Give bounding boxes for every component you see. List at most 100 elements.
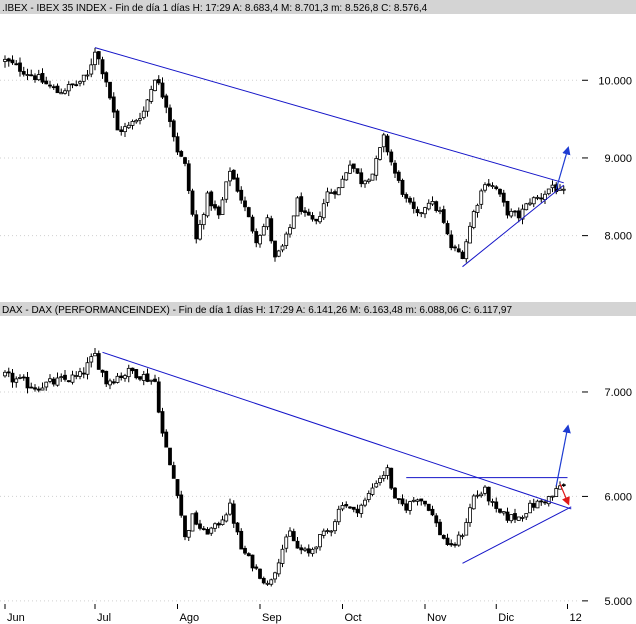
ibex-candle-body bbox=[261, 226, 266, 236]
dax-candle-body bbox=[134, 369, 139, 379]
ibex-candle-body bbox=[153, 79, 157, 92]
ibex-trendline bbox=[94, 47, 564, 184]
dax-candle-body bbox=[48, 378, 52, 382]
ibex-candle-body bbox=[385, 135, 390, 153]
ibex-trendline bbox=[462, 184, 565, 268]
ibex-candle-body bbox=[224, 181, 229, 200]
ibex-candle-body bbox=[145, 99, 150, 112]
ibex-candle-body bbox=[123, 126, 127, 133]
dax-candle-body bbox=[250, 554, 255, 569]
dax-candle-body bbox=[381, 474, 386, 479]
x-tick-label: Nov bbox=[427, 612, 447, 624]
dax-candle-body bbox=[213, 523, 217, 529]
dax-candle-body bbox=[51, 378, 56, 385]
ibex-candle-body bbox=[164, 95, 169, 108]
ibex-candle-body bbox=[160, 82, 165, 98]
dax-candle-body bbox=[291, 531, 296, 542]
ibex-candle-body bbox=[490, 185, 495, 188]
ibex-candle-body bbox=[239, 189, 244, 201]
dax-candle-body bbox=[314, 546, 319, 550]
ibex-candle-body bbox=[269, 218, 274, 242]
ibex-candle-body bbox=[100, 59, 105, 75]
dax-candle-body bbox=[100, 369, 105, 373]
ibex-candle-body bbox=[389, 151, 394, 163]
ibex-candle-body bbox=[10, 59, 15, 64]
ibex-candle-body bbox=[366, 179, 371, 182]
ibex-chart-title: .IBEX - IBEX 35 INDEX - Fin de día 1 día… bbox=[2, 3, 428, 14]
x-tick-label: Ago bbox=[180, 612, 200, 624]
dax-candle-body bbox=[336, 508, 341, 523]
ibex-candle-body bbox=[381, 134, 386, 148]
dax-candle-body bbox=[156, 381, 161, 413]
ibex-candle-body bbox=[29, 74, 34, 77]
ibex-candle-body bbox=[78, 81, 82, 84]
ibex-candle-body bbox=[258, 234, 262, 245]
x-tick-label: Jul bbox=[97, 612, 111, 624]
dax-candle-body bbox=[3, 371, 7, 377]
dax-candle-body bbox=[438, 521, 442, 536]
ibex-candle-body bbox=[213, 204, 217, 209]
ibex-panel: .IBEX - IBEX 35 INDEX - Fin de día 1 día… bbox=[0, 0, 636, 268]
dax-candle-body bbox=[340, 505, 345, 510]
ibex-candle-body bbox=[404, 194, 409, 199]
ibex-candle-body bbox=[183, 157, 187, 164]
dax-candle-body bbox=[21, 376, 26, 379]
dax-candle-body bbox=[408, 501, 412, 511]
dax-candle-body bbox=[531, 503, 536, 508]
ibex-candle-body bbox=[340, 178, 345, 189]
dax-candle-body bbox=[528, 502, 532, 514]
dax-candle-body bbox=[265, 582, 270, 585]
dax-candle-body bbox=[123, 375, 127, 379]
dax-candle-body bbox=[10, 372, 15, 383]
ibex-candle-body bbox=[528, 202, 532, 205]
ibex-candle-body bbox=[561, 188, 566, 191]
ibex-candle-body bbox=[63, 90, 67, 94]
ibex-candle-body bbox=[374, 158, 379, 176]
dax-candle-body bbox=[321, 530, 326, 536]
ibex-candle-body bbox=[314, 218, 319, 222]
ibex-candle-body bbox=[205, 192, 210, 217]
ibex-candle-body bbox=[378, 147, 382, 160]
dax-candle-body bbox=[141, 374, 146, 381]
dax-candle-body bbox=[66, 380, 71, 383]
ibex-candle-body bbox=[471, 211, 476, 228]
dax-candle-body bbox=[295, 540, 300, 549]
dax-arrow-up-icon bbox=[555, 424, 571, 487]
dax-candle-body bbox=[378, 478, 382, 484]
ibex-candle-body bbox=[303, 210, 307, 213]
dax-candle-body bbox=[149, 379, 154, 382]
dax-trendlines bbox=[102, 351, 572, 564]
dax-candle-body bbox=[501, 511, 506, 514]
ibex-candle-body bbox=[18, 62, 22, 72]
ibex-candle-body bbox=[310, 215, 315, 220]
ibex-candle-body bbox=[70, 83, 75, 86]
dax-candle-body bbox=[464, 522, 469, 536]
dax-candle-body bbox=[546, 496, 551, 505]
dax-chart-title: DAX - DAX (PERFORMANCEINDEX) - Fin de dí… bbox=[2, 305, 512, 316]
dax-candle-body bbox=[194, 512, 199, 525]
ibex-candle-body bbox=[505, 200, 510, 216]
dax-candle-body bbox=[284, 536, 289, 549]
ibex-candle-body bbox=[273, 240, 277, 258]
dax-candle-body bbox=[81, 372, 86, 375]
ibex-candle-body bbox=[359, 172, 364, 185]
ibex-candle-body bbox=[516, 210, 521, 219]
dax-candle-body bbox=[509, 514, 514, 522]
x-tick-label: 12 bbox=[570, 612, 582, 624]
dax-candle-body bbox=[55, 377, 60, 386]
ibex-candle-body bbox=[453, 246, 457, 249]
dax-candle-body bbox=[505, 511, 510, 521]
ibex-candle-body bbox=[498, 188, 502, 195]
dax-candle-body bbox=[539, 500, 544, 503]
dax-candle-body bbox=[115, 375, 120, 383]
ibex-candle-body bbox=[55, 85, 60, 94]
ibex-candle-body bbox=[460, 251, 465, 260]
ibex-grid bbox=[0, 79, 580, 237]
ibex-candle-body bbox=[288, 227, 292, 235]
ibex-candle-body bbox=[36, 74, 41, 81]
dax-candle-body bbox=[93, 353, 97, 357]
dax-candle-body bbox=[359, 504, 364, 514]
ibex-arrow-up-icon bbox=[555, 146, 571, 190]
ibex-candle-body bbox=[93, 51, 97, 66]
